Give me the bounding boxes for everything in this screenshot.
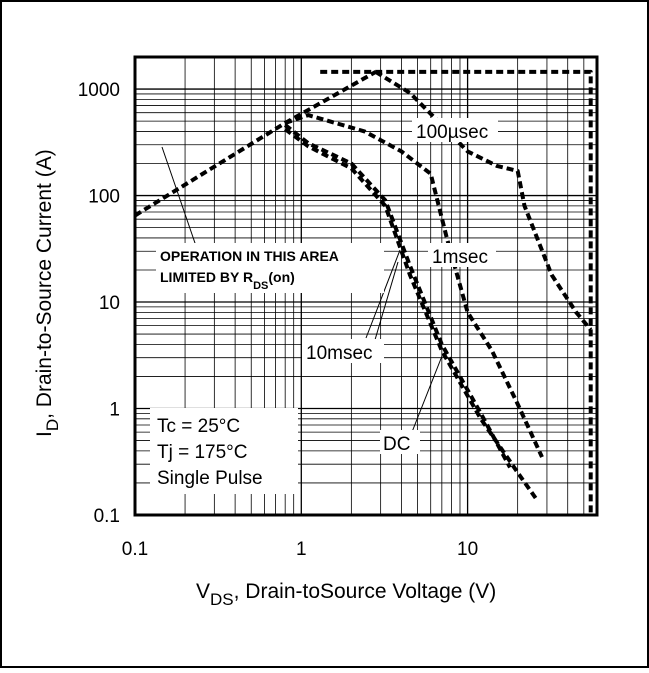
series-line-1	[374, 70, 593, 331]
label-dc-bg	[380, 430, 420, 454]
label-1ms-bg	[428, 243, 496, 267]
y-tick-label: 0.1	[94, 506, 120, 527]
y-tick-label: 100	[88, 187, 120, 208]
x-axis-title-sub: DS	[210, 590, 234, 609]
label-100us-bg	[412, 118, 498, 142]
y-tick-label: 1000	[78, 80, 120, 101]
y-axis-title-sub: D	[43, 419, 62, 431]
label-10ms-bg	[302, 339, 384, 363]
series-line-2	[284, 113, 544, 458]
condition-tc: Tc = 25°C	[157, 416, 240, 437]
plot-border	[133, 55, 599, 517]
y-tick-label: 1	[109, 400, 120, 421]
area-note-r: LIMITED BY R	[160, 269, 253, 285]
y-axis-title-rest: , Drain-to-Source Current (A)	[33, 149, 56, 419]
x-axis-title-rest: , Drain-toSource Voltage (V)	[234, 580, 497, 603]
leader-1ms	[365, 249, 401, 339]
condition-pulse: Single Pulse	[157, 468, 263, 489]
label-100us: 100µsec	[416, 122, 488, 143]
x-tick-label: 10	[457, 539, 478, 560]
series-line-4	[284, 127, 539, 501]
label-1ms: 1msec	[432, 247, 488, 268]
x-axis-title: VDS, Drain-toSource Voltage (V)	[196, 580, 496, 609]
area-note-line2: LIMITED BY RDS(on)	[160, 269, 295, 292]
leader-dc	[411, 355, 443, 433]
conditions-bg	[150, 408, 298, 494]
leader-10ms	[371, 261, 399, 351]
series-group	[133, 69, 593, 515]
series-line-3	[283, 123, 512, 469]
y-axis-title-i: I	[33, 431, 56, 437]
area-note-sub: DS	[253, 280, 268, 292]
area-note-bg	[156, 243, 384, 293]
tick-labels: 0.1 1 10 1000 100 10 1 0.1	[78, 80, 478, 560]
condition-tj: Tj = 175°C	[157, 442, 248, 463]
area-note-on: (on)	[268, 269, 294, 285]
y-axis-title: ID, Drain-to-Source Current (A)	[33, 149, 62, 437]
series-line-5	[320, 69, 593, 515]
x-tick-label: 0.1	[122, 539, 148, 560]
x-tick-label: 1	[296, 539, 307, 560]
y-tick-label: 10	[99, 293, 120, 314]
x-axis-title-v: V	[196, 580, 210, 603]
area-leader-line	[161, 146, 197, 247]
area-note-line1: OPERATION IN THIS AREA	[160, 248, 339, 264]
label-10ms: 10msec	[306, 343, 373, 364]
label-dc: DC	[383, 434, 410, 455]
